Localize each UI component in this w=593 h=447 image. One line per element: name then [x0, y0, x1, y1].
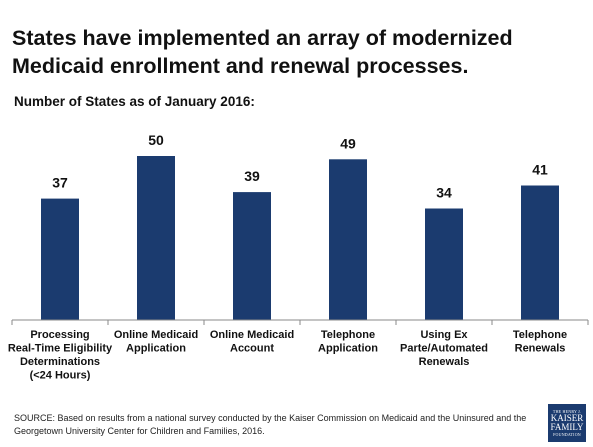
chart-title: States have implemented an array of mode…	[12, 26, 513, 78]
value-label: 34	[436, 185, 452, 201]
bar	[233, 192, 271, 320]
value-label: 50	[148, 132, 164, 148]
logo-line-4: FOUNDATION	[553, 432, 581, 437]
bar	[521, 185, 559, 320]
category-label: Processing Real-Time Eligibility Determina…	[8, 329, 113, 382]
logo-line-2: KAISER	[550, 413, 584, 423]
value-labels-group: 37 50 39 49 34 41	[52, 132, 548, 201]
bar	[329, 159, 367, 320]
bar-chart: 37 50 39 49 34 41 Processing Real-Time Eligibi…	[8, 132, 589, 382]
x-axis-ticks	[11, 320, 589, 325]
category-label: Using Ex Parte/Automated Renewals	[400, 329, 488, 368]
category-label: Online Medicaid Account	[210, 329, 294, 355]
value-label: 41	[532, 162, 548, 178]
bar	[137, 156, 175, 320]
value-label: 37	[52, 175, 68, 191]
category-label: Telephone Application	[318, 329, 378, 355]
value-label: 49	[340, 135, 356, 151]
category-labels-group: Processing Real-Time Eligibility Determina…	[8, 329, 567, 382]
chart-subtitle: Number of States as of January 2016:	[14, 94, 255, 109]
bar	[425, 208, 463, 320]
kff-logo: THE HENRY J. KAISER FAMILY FOUNDATION	[548, 404, 586, 442]
bar	[41, 198, 79, 320]
source-note: SOURCE: Based on results from a national…	[14, 413, 527, 436]
logo-line-3: FAMILY	[550, 422, 584, 432]
category-label: Online Medicaid Application	[114, 329, 198, 355]
value-label: 39	[244, 168, 260, 184]
logo-line-1: THE HENRY J.	[552, 409, 582, 414]
category-label: Telephone Renewals	[513, 329, 567, 355]
bars-group	[41, 156, 559, 320]
